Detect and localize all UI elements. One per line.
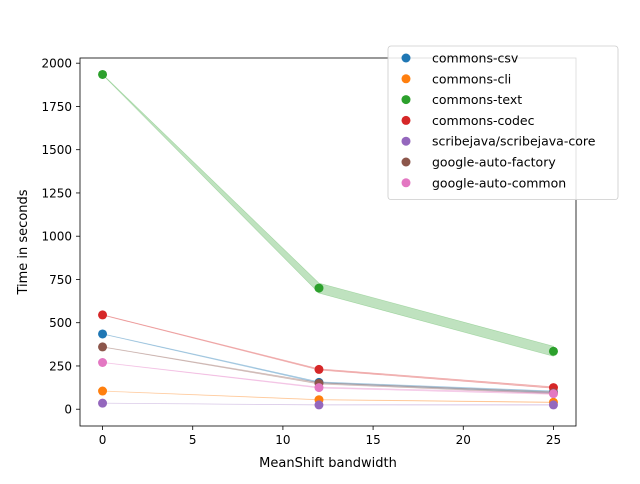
x-tick-label: 20 xyxy=(456,433,471,447)
x-tick-label: 0 xyxy=(99,433,107,447)
y-tick-label: 250 xyxy=(49,359,72,373)
legend-label-4: scribejava/scribejava-core xyxy=(432,134,596,149)
x-tick-label: 10 xyxy=(275,433,290,447)
legend-marker-5 xyxy=(401,157,411,167)
legend-label-3: commons-codec xyxy=(432,113,535,128)
legend-marker-0 xyxy=(401,53,411,63)
data-point-series-6-1 xyxy=(314,383,324,393)
legend-label-6: google-auto-common xyxy=(432,175,566,190)
data-point-series-6-0 xyxy=(98,358,108,367)
data-point-series-1-0 xyxy=(98,386,108,396)
data-point-series-0-0 xyxy=(98,329,108,339)
data-point-series-2-2 xyxy=(548,346,558,356)
data-point-series-5-0 xyxy=(98,342,108,352)
legend-marker-3 xyxy=(401,115,411,125)
legend-label-5: google-auto-factory xyxy=(432,155,556,170)
data-point-series-4-1 xyxy=(314,400,324,410)
y-axis-label: Time in seconds xyxy=(16,189,31,295)
legend-label-1: commons-cli xyxy=(432,71,511,86)
data-point-series-2-0 xyxy=(98,69,108,79)
legend-box xyxy=(387,45,619,201)
x-tick-label: 5 xyxy=(189,433,197,447)
data-point-series-2-1 xyxy=(314,283,324,293)
y-tick-label: 0 xyxy=(64,403,72,417)
y-tick-label: 750 xyxy=(49,273,72,287)
y-tick-label: 1250 xyxy=(41,186,72,200)
y-tick-label: 1750 xyxy=(41,100,72,114)
legend-marker-2 xyxy=(401,95,411,105)
data-point-series-4-2 xyxy=(548,400,558,410)
y-tick-label: 1500 xyxy=(41,143,72,157)
y-tick-label: 500 xyxy=(49,316,72,330)
y-tick-label: 1000 xyxy=(41,230,72,244)
legend-marker-1 xyxy=(401,74,411,84)
data-point-series-4-0 xyxy=(98,398,108,408)
legend-marker-4 xyxy=(401,136,411,146)
y-tick-label: 2000 xyxy=(41,57,72,71)
x-tick-label: 25 xyxy=(546,433,561,447)
x-axis-label: MeanShift bandwidth xyxy=(259,456,397,471)
legend: commons-csv commons-cli commons-text common… xyxy=(387,45,619,201)
legend-label-2: commons-text xyxy=(432,92,522,107)
x-axis-ticks: 0 5 10 15 20 25 xyxy=(99,426,561,447)
data-point-series-6-2 xyxy=(548,389,558,399)
x-tick-label: 15 xyxy=(365,433,380,447)
legend-marker-6 xyxy=(401,178,411,188)
legend-label-0: commons-csv xyxy=(432,51,519,66)
data-point-series-3-1 xyxy=(314,364,324,374)
points-layer xyxy=(98,69,558,410)
y-axis-ticks: 0 250 500 750 1000 1250 1500 1750 2000 xyxy=(41,57,80,417)
axes-frame xyxy=(79,57,577,427)
data-point-series-3-0 xyxy=(98,310,108,320)
